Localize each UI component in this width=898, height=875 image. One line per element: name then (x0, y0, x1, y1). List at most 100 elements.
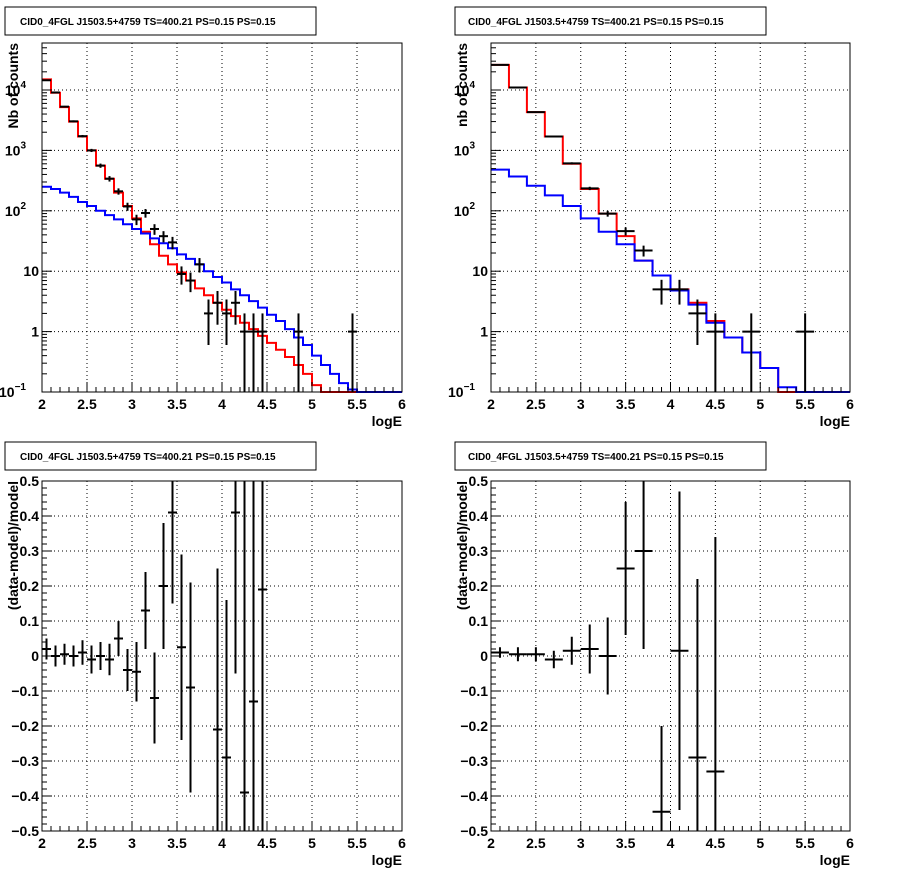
y-axis-label: Nb of counts (5, 43, 21, 129)
total-model-histogram (42, 78, 402, 393)
x-tick-label: 3.5 (167, 396, 187, 412)
x-axis-label: logE (372, 852, 402, 868)
data-point (742, 313, 761, 392)
x-tick-label: 5.5 (795, 835, 815, 851)
y-tick-label: 0.1 (20, 613, 40, 629)
data-point (114, 188, 123, 195)
x-tick-label: 4 (667, 835, 675, 851)
y-tick-label: 10−1 (448, 382, 475, 400)
y-axis-label: (data-model)/model (454, 481, 470, 610)
data-point (105, 176, 114, 182)
axis-ticks: 2 2.5 3 3.5 4 4.5 5 5.5 6 −0.5 −0.4 −0.3 −0.2 −0.1 0 0.… (11, 473, 406, 851)
x-tick-label: 4.5 (706, 835, 726, 851)
data-point (141, 572, 150, 649)
data-point (123, 649, 132, 691)
title-box (4, 6, 317, 36)
x-axis-label: logE (820, 852, 850, 868)
y-tick-label: 0.1 (469, 613, 489, 629)
data-point (348, 313, 357, 392)
x-tick-label: 6 (846, 396, 854, 412)
data-point (60, 643, 69, 665)
y-tick-label: 10 (472, 263, 488, 279)
data-point (159, 231, 168, 243)
data-point (706, 313, 725, 392)
plot-title: CID0_4FGL J1503.5+4759 TS=400.21 PS=0.15… (468, 17, 724, 28)
x-tick-label: 3 (128, 396, 136, 412)
data-point (544, 650, 563, 669)
data-point (186, 582, 195, 793)
y-tick-label: 0.4 (469, 508, 489, 524)
data-point (96, 163, 105, 168)
y-tick-label: 0.3 (469, 543, 489, 559)
x-tick-label: 4 (218, 396, 226, 412)
data-point (562, 162, 581, 165)
data-point (150, 652, 159, 744)
data-point (240, 481, 249, 831)
residual-plot-right: CID0_4FGL J1503.5+4759 TS=400.21 PS=0.15… (454, 441, 854, 868)
data-point (598, 210, 617, 217)
data-point (141, 209, 150, 218)
data-point (562, 636, 581, 665)
background-model-histogram (491, 168, 850, 393)
data-point (249, 481, 258, 831)
y-tick-label: 102 (454, 201, 476, 219)
title-box (454, 441, 767, 471)
background-model-histogram (42, 185, 402, 393)
data-point (51, 645, 60, 667)
data-point (222, 600, 231, 831)
data-marks (42, 481, 267, 831)
data-marks (491, 63, 850, 393)
data-point (258, 481, 267, 831)
data-point (168, 481, 177, 604)
y-tick-label: −0.2 (11, 718, 39, 734)
x-tick-label: 4 (218, 835, 226, 851)
y-tick-label: 0.2 (20, 578, 40, 594)
data-point (69, 645, 78, 667)
data-marks (491, 481, 725, 831)
data-point (616, 227, 635, 236)
y-tick-label: 10 (23, 263, 39, 279)
x-tick-label: 4.5 (257, 396, 277, 412)
axis-ticks: 2 2.5 3 3.5 4 4.5 5 5.5 6 10−1 1 10 102 103 104 (448, 47, 854, 412)
plot-title: CID0_4FGL J1503.5+4759 TS=400.21 PS=0.15… (20, 452, 276, 463)
x-tick-label: 2 (38, 396, 46, 412)
x-tick-label: 3.5 (167, 835, 187, 851)
data-point (177, 266, 186, 285)
x-tick-label: 2 (487, 835, 495, 851)
y-tick-label: 10−1 (0, 382, 26, 400)
data-point (580, 624, 599, 674)
y-tick-label: 103 (454, 140, 476, 158)
y-tick-label: 0.5 (20, 473, 40, 489)
total-model-histogram (491, 63, 850, 393)
data-point (186, 272, 195, 293)
title-box (4, 441, 317, 471)
data-point (706, 537, 725, 831)
data-point (544, 135, 563, 138)
data-point (87, 148, 96, 153)
x-tick-label: 5 (308, 396, 316, 412)
data-point (213, 291, 222, 325)
y-tick-label: 104 (454, 80, 476, 98)
x-tick-label: 5 (756, 396, 764, 412)
data-point (150, 224, 159, 235)
plot-title: CID0_4FGL J1503.5+4759 TS=400.21 PS=0.15… (20, 17, 276, 28)
x-tick-label: 6 (398, 835, 406, 851)
axis-ticks: 2 2.5 3 3.5 4 4.5 5 5.5 6 10−1 1 10 102 103 104 (0, 47, 406, 412)
y-axis-label: nb of counts (454, 43, 470, 127)
data-point (51, 91, 60, 94)
data-point (634, 481, 653, 649)
x-tick-label: 5.5 (347, 835, 367, 851)
x-tick-label: 3 (577, 835, 585, 851)
x-tick-label: 4.5 (257, 835, 277, 851)
data-point (114, 621, 123, 656)
y-tick-label: 103 (5, 140, 27, 158)
x-tick-label: 3.5 (616, 835, 636, 851)
data-point (508, 647, 527, 662)
counts-plot-right: CID0_4FGL J1503.5+4759 TS=400.21 PS=0.15… (448, 6, 854, 429)
x-tick-label: 6 (846, 835, 854, 851)
data-point (132, 642, 141, 702)
y-tick-label: −0.4 (460, 788, 488, 804)
data-point (652, 726, 671, 831)
data-point (616, 502, 635, 635)
